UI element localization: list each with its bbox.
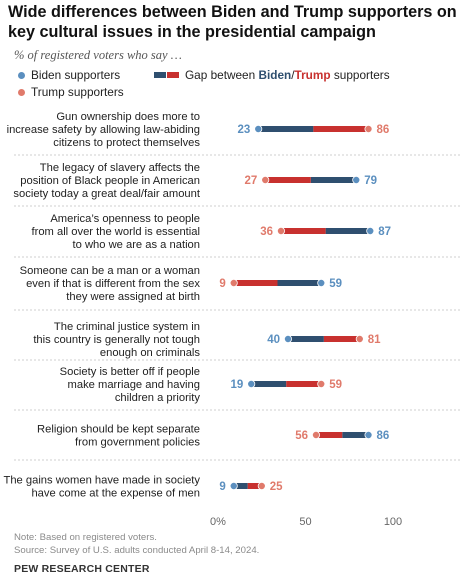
biden-dot [317,278,326,287]
biden-dot [247,379,256,388]
trump-dot [276,226,285,235]
legend-trump-label: Trump supporters [31,85,124,99]
gap-bar-biden [277,280,322,286]
row-label: The legacy of slavery affects the [40,162,200,174]
trump-dot [257,481,266,490]
row-label: even if that is different from the sex [26,278,200,290]
row-label: this country is generally not tough [33,334,200,346]
gap-bar-trump [281,228,326,234]
biden-value-label: 87 [378,226,391,238]
legend-gap-trump-swatch [167,72,179,78]
biden-value-label: 40 [267,334,280,346]
gap-bar-trump [233,280,278,286]
trump-value-label: 36 [260,226,273,238]
x-tick-label: 0% [210,516,226,528]
gap-bar-biden [251,381,287,387]
trump-dot [317,379,326,388]
row-label: children a priority [115,392,201,404]
legend-biden-label: Biden supporters [31,68,121,82]
trump-dot [261,175,270,184]
legend-gap-biden: Biden [258,68,292,82]
gap-bar-trump [247,483,262,489]
trump-dot [364,125,373,134]
row-label: Religion should be kept separate [37,424,200,436]
row-label: have come at the expense of men [31,488,200,500]
biden-value-label: 59 [329,278,342,290]
legend-gap-trump: Trump [294,68,331,82]
x-tick-label: 100 [384,516,402,528]
gap-bar-biden [342,432,369,438]
biden-value-label: 19 [230,379,243,391]
row-label: make marriage and having [68,379,200,391]
row-label: from government policies [75,437,200,449]
trump-value-label: 9 [219,278,225,290]
row-label: increase safety by allowing law-abiding [7,124,200,136]
brand-label: PEW RESEARCH CENTER [14,563,150,575]
trump-value-label: 27 [244,175,257,187]
chart-subtitle: % of registered voters who say … [14,48,182,62]
legend-trump-dot [18,89,25,96]
row-label: position of Black people in American [20,175,200,187]
chart-note: Note: Based on registered voters. [14,532,157,543]
gap-bar-biden [233,483,248,489]
gap-bar-trump [316,432,343,438]
biden-dot [254,125,263,134]
row-label: Someone can be a man or a woman [20,265,200,277]
trump-value-label: 59 [329,379,342,391]
row-label: America’s openness to people [50,213,200,225]
legend-gap-slash: / [291,68,295,82]
gap-bar-trump [286,381,322,387]
biden-value-label: 9 [219,481,225,493]
row-label: they were assigned at birth [66,291,200,303]
trump-value-label: 81 [368,334,381,346]
biden-value-label: 86 [377,430,390,442]
gap-bar-biden [325,228,371,234]
biden-dot [366,226,375,235]
row-label: to who we are as a nation [73,239,201,251]
gap-bar-trump [313,126,369,132]
trump-dot [311,430,320,439]
trump-value-label: 56 [295,430,308,442]
legend-gap-label: Gap between Biden/Trump supporters [185,68,390,82]
row-label: Society is better off if people [60,366,200,378]
gap-bar-trump [265,177,311,183]
chart-source: Source: Survey of U.S. adults conducted … [14,545,260,556]
biden-dot [352,175,361,184]
legend-gap-biden-swatch [154,72,166,78]
trump-dot [229,278,238,287]
legend-biden-dot [18,72,25,79]
row-label: Gun ownership does more to [56,111,200,123]
biden-value-label: 79 [364,175,377,187]
row-label: from all over the world is essential [31,226,200,238]
row-label: enough on criminals [100,347,201,359]
row-label: The gains women have made in society [3,475,200,487]
trump-value-label: 86 [377,124,390,136]
legend-gap-prefix: Gap between [185,68,259,82]
row-label: society today a great deal/fair amount [13,188,200,200]
row-label: citizens to protect themselves [53,137,200,149]
chart-title: Wide differences between Biden and Trump… [8,3,457,41]
gap-bar-biden [258,126,314,132]
biden-dot [283,334,292,343]
biden-dot [364,430,373,439]
legend-gap-suffix: supporters [330,68,390,82]
biden-dot [229,481,238,490]
trump-dot [355,334,364,343]
x-tick-label: 50 [299,516,311,528]
trump-value-label: 25 [270,481,283,493]
biden-value-label: 23 [237,124,250,136]
gap-bar-trump [323,336,360,342]
gap-bar-biden [288,336,324,342]
row-label: The criminal justice system in [54,321,200,333]
gap-bar-biden [310,177,357,183]
